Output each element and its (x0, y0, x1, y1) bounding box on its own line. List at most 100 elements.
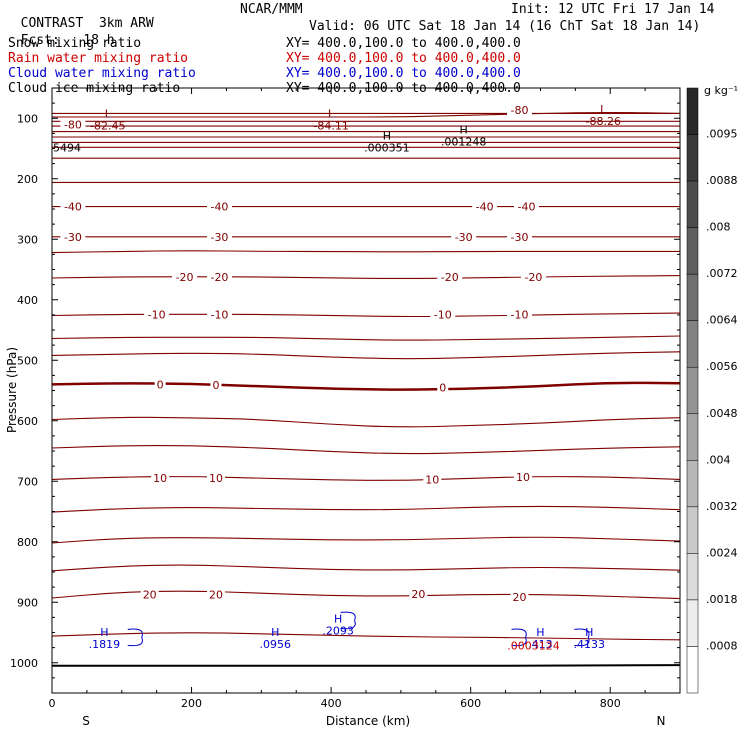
isotherm-line-25 (51, 632, 681, 641)
isotherm-line-24 (51, 590, 681, 600)
isotherm-label: -30 (511, 231, 529, 244)
isotherm-label: 20 (513, 591, 527, 604)
colorbar-swatch (686, 646, 699, 694)
extremum-letter: L (600, 103, 607, 116)
isotherm-label-bg (507, 308, 533, 321)
isotherm-line-16 (51, 351, 681, 360)
field-snow-xy: XY= 400.0,100.0 to 400.0,400.0 (286, 36, 521, 51)
colorbar-tick-label: .0064 (706, 314, 738, 327)
colorbar-swatch (686, 180, 699, 228)
colorbar-tick-label: .0032 (706, 500, 738, 513)
isotherm-label-bg (60, 230, 86, 243)
forecast-hour: Fcst: 18 h (5, 20, 115, 48)
isotherm-label-bg (437, 381, 449, 394)
colorbar-tick-label: .0072 (706, 267, 738, 280)
colorbar: .0095 .0088 .008 .0072 .0064 .0056 .0048 .004 .0… (686, 87, 738, 694)
plot-frame (51, 87, 681, 694)
isotherm-label-bg (60, 118, 86, 131)
isotherm-line-22 (51, 536, 681, 544)
isotherm-line-20 (51, 476, 681, 481)
isotherm-label-bg (206, 588, 225, 601)
isotherm-label: 10 (516, 471, 530, 484)
isotherm-label: 0 (157, 378, 164, 391)
isotherm-line-15 (51, 335, 681, 341)
isotherm-label: -10 (434, 308, 452, 321)
colorbar-swatch (686, 320, 699, 368)
isotherm-label: 20 (411, 588, 425, 601)
fcst-value: 18 h (83, 33, 115, 48)
isotherm-label: 20 (209, 588, 223, 601)
isotherm-label: -10 (210, 308, 228, 321)
isotherm-line-14 (51, 312, 681, 318)
colorbar-swatch (686, 134, 699, 182)
isotherm-label: -10 (511, 308, 529, 321)
field-rain-xy: XY= 400.0,100.0 to 400.0,400.0 (286, 51, 521, 66)
isotherm-label-bg (513, 200, 539, 213)
field-rain-name: Rain water mixing ratio (8, 51, 189, 66)
isotherm-line-23 (51, 564, 681, 572)
x-tick-label: 800 (600, 697, 621, 710)
x-tick-label: 400 (321, 697, 342, 710)
x-tick-label: 0 (49, 697, 56, 710)
x-axis-title: Distance (km) (326, 714, 410, 728)
y-tick-label: 900 (17, 596, 38, 609)
extremum-value: .1819 (89, 638, 121, 651)
y-tick-label: 500 (17, 354, 38, 367)
y-axis-title: Pressure (hPa) (5, 347, 19, 433)
extremum-value: .413 (528, 638, 553, 651)
isotherm-label-bg (154, 378, 166, 391)
axis-ticks: 0 200 400 600 800100200300400500600700800900… (10, 88, 681, 710)
extremum-letter: L (105, 107, 112, 120)
cloud-water-contour-3 (574, 628, 590, 647)
colorbar-tick-label: .0048 (706, 407, 738, 420)
colorbar-swatch (686, 460, 699, 508)
x-end-right: N (657, 714, 666, 728)
colorbar-unit: g kg⁻¹ (704, 84, 738, 97)
extremum-value: .0956 (260, 638, 292, 651)
rain-max-label: .0003124 (507, 639, 560, 652)
colorbar-tick-label: .0024 (706, 546, 738, 559)
isotherm-label: -40 (64, 201, 82, 214)
extremum-letter: H (334, 612, 342, 625)
isotherm-label-bg (437, 270, 463, 283)
isotherm-label: -80 (64, 118, 82, 131)
isotherm-label-bg (206, 230, 232, 243)
isotherm-label: -40 (476, 201, 494, 214)
isotherm-label-bg (140, 588, 159, 601)
isotherm-label: 0 (212, 379, 219, 392)
isotherm-line-21 (51, 505, 681, 513)
cloud-water-contour-0 (127, 628, 143, 647)
ground-line (52, 664, 681, 667)
isotherm-line-13 (51, 275, 681, 279)
y-tick-label: 800 (17, 536, 38, 549)
extremum-value: -84.11 (313, 119, 348, 132)
colorbar-swatch (686, 87, 699, 135)
isotherm-label: -20 (524, 271, 542, 284)
extremum-letter: H (100, 626, 108, 639)
x-end-left: S (82, 714, 90, 728)
x-tick-label: 600 (460, 697, 481, 710)
colorbar-tick-label: .0088 (706, 174, 738, 187)
isotherm-label: -20 (176, 271, 194, 284)
contour-labels: -80 -80 -40 -40 -40 -40 -30 -30 -30 -30 -20 -20 -20 -… (53, 103, 621, 652)
isotherm-label: -20 (441, 271, 459, 284)
isotherm-label-bg (206, 270, 232, 283)
colorbar-swatch (686, 366, 699, 415)
isotherm-label-bg (520, 270, 546, 283)
colorbar-swatch (686, 506, 699, 554)
colorbar-swatch (686, 227, 699, 275)
isotherm-label-bg (514, 471, 532, 484)
isotherm-label-bg (60, 200, 86, 213)
extremum-letter: H (585, 626, 593, 639)
isotherm-label-bg (409, 587, 428, 600)
extremum-value: .000351 (364, 142, 410, 155)
isotherm-label: -80 (511, 104, 529, 117)
field-cloudwater-xy: XY= 400.0,100.0 to 400.0,400.0 (286, 66, 521, 81)
left-edge-label: 5494 (53, 141, 81, 154)
isotherm-label: -40 (518, 201, 536, 214)
fcst-label: Fcst: (20, 33, 60, 48)
isotherm-label: 0 (439, 381, 446, 394)
isotherm-label: -30 (210, 231, 228, 244)
y-tick-label: 100 (17, 112, 38, 125)
